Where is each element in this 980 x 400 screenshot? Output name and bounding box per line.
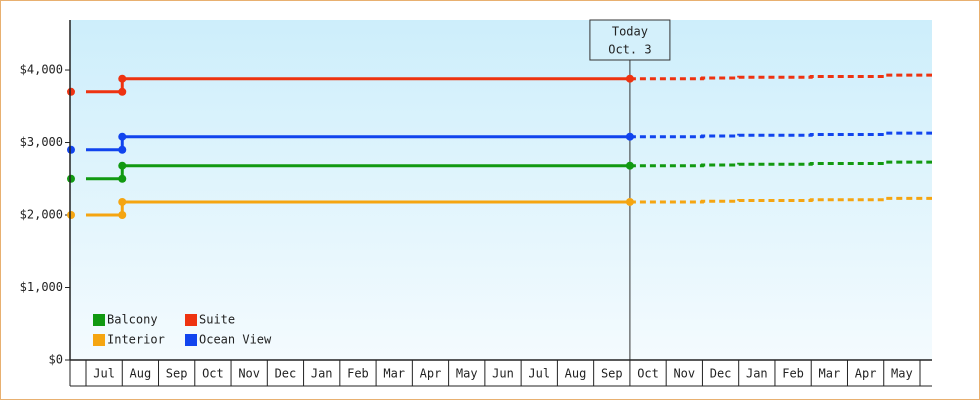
forecast-line <box>629 73 932 81</box>
price-point <box>625 74 634 83</box>
y-tick-label: $1,000 <box>20 280 63 294</box>
x-tick-label: Feb <box>347 367 369 381</box>
price-point <box>118 132 127 141</box>
price-point <box>625 161 634 170</box>
x-tick-label: Mar <box>819 367 841 381</box>
y-tick-label: $3,000 <box>20 135 63 149</box>
x-tick-label: Jan <box>746 367 768 381</box>
price-line <box>86 77 630 94</box>
price-point <box>625 197 634 206</box>
x-tick-label: Dec <box>710 367 732 381</box>
legend-label: Ocean View <box>199 333 272 347</box>
forecast-line <box>629 160 932 168</box>
price-line <box>86 135 630 152</box>
x-tick-label: Sep <box>166 367 188 381</box>
price-point <box>625 132 634 141</box>
legend-label: Balcony <box>107 313 158 327</box>
price-point <box>118 145 127 154</box>
x-tick-label: Mar <box>383 367 405 381</box>
today-label: Today <box>612 25 648 39</box>
x-tick-label: Oct <box>202 367 224 381</box>
today-label: Oct. 3 <box>608 43 651 57</box>
price-point <box>67 87 75 96</box>
x-tick-label: Jul <box>528 367 550 381</box>
x-tick-label: Feb <box>782 367 804 381</box>
today-box <box>589 19 671 61</box>
x-tick-label: Nov <box>238 367 260 381</box>
price-point <box>118 211 127 220</box>
price-point <box>118 197 127 206</box>
x-tick-label: May <box>891 367 913 381</box>
x-tick-label: Aug <box>565 367 587 381</box>
price-line <box>86 200 630 217</box>
x-tick-label: Apr <box>855 367 877 381</box>
x-tick-label: Nov <box>673 367 695 381</box>
forecast-line <box>629 196 932 204</box>
legend-swatch <box>93 334 105 346</box>
y-tick-label: $2,000 <box>20 208 63 222</box>
legend-label: Interior <box>107 333 165 347</box>
plot-area <box>70 20 932 360</box>
y-tick-label: $0 <box>49 353 63 367</box>
x-tick-label: Aug <box>130 367 152 381</box>
price-point <box>118 174 127 183</box>
x-tick-label: Sep <box>601 367 623 381</box>
x-tick-label: May <box>456 367 478 381</box>
price-point <box>118 161 127 170</box>
x-tick-label: Jun <box>492 367 514 381</box>
price-point <box>67 211 75 220</box>
legend-swatch <box>185 314 197 326</box>
x-tick-label: Apr <box>420 367 442 381</box>
x-tick-label: Dec <box>275 367 297 381</box>
x-tick-label: Jan <box>311 367 333 381</box>
legend-swatch <box>185 334 197 346</box>
legend-swatch <box>93 314 105 326</box>
price-point <box>67 145 75 154</box>
forecast-line <box>629 131 932 139</box>
legend-label: Suite <box>199 313 235 327</box>
price-point <box>118 87 127 96</box>
price-line <box>86 164 630 181</box>
x-tick-label: Oct <box>637 367 659 381</box>
x-tick-label: Jul <box>93 367 115 381</box>
price-point <box>118 74 127 83</box>
price-point <box>67 174 75 183</box>
y-tick-label: $4,000 <box>20 63 63 77</box>
